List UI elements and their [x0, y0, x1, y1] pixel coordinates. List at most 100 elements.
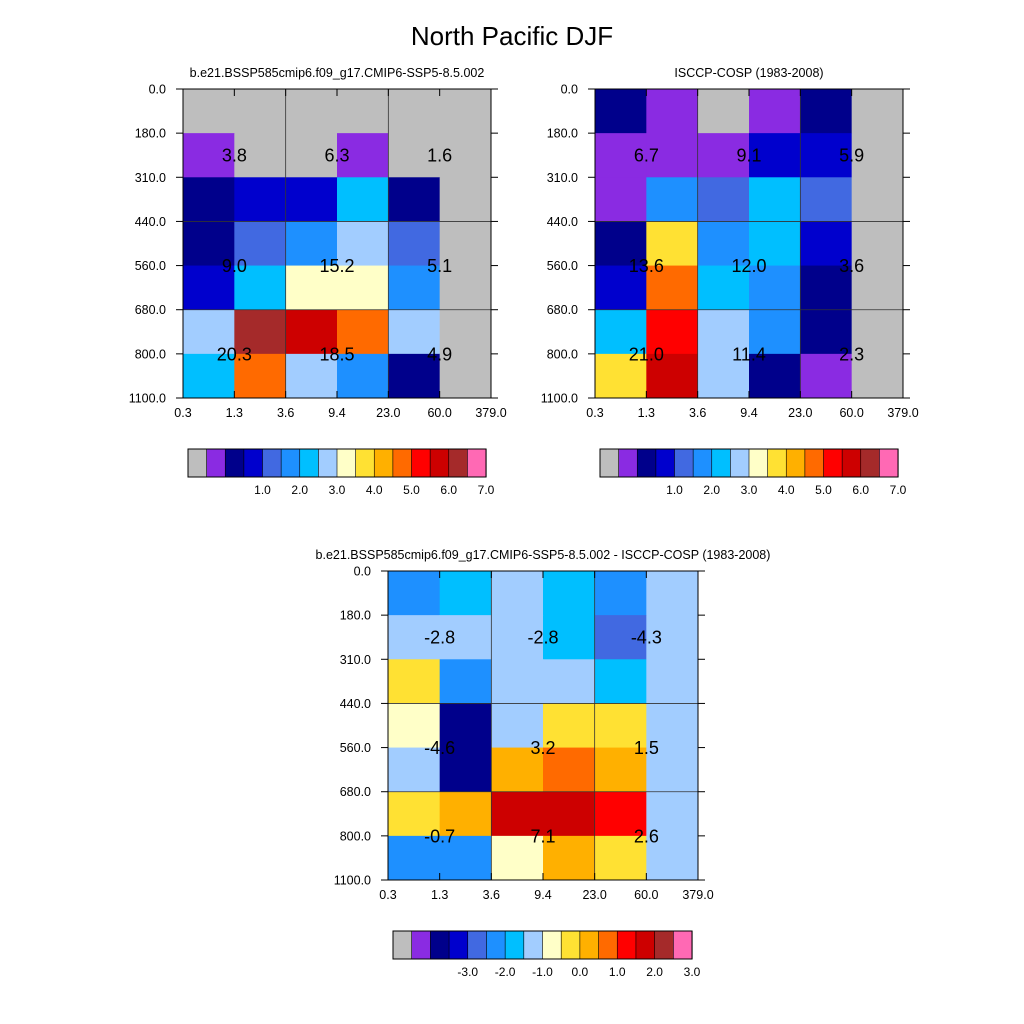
panels: b.e21.BSSP585cmip6.f09_g17.CMIP6-SSP5-8.…: [129, 66, 919, 979]
colorbar-frame: [187, 448, 487, 478]
colorbar-swatch: [429, 448, 450, 478]
y-tick-label: 1100.0: [334, 874, 371, 888]
heatmap-cell: [851, 221, 904, 266]
y-tick-label: 440.0: [340, 697, 371, 711]
heatmap-cell: [337, 265, 389, 311]
heatmap-cell: [439, 353, 492, 399]
colorbar-swatch: [673, 930, 693, 960]
x-tick-label: 9.4: [534, 888, 551, 902]
heatmap-cell: [183, 309, 235, 355]
colorbar-swatch: [748, 448, 769, 478]
data-label: 21.0: [629, 344, 664, 364]
panel-1: b.e21.BSSP585cmip6.f09_g17.CMIP6-SSP5-8.…: [129, 66, 507, 497]
heatmap-cell: [749, 177, 801, 222]
heatmap-cell: [337, 353, 389, 399]
colorbar-swatch: [823, 448, 843, 478]
heatmap-cell: [594, 703, 647, 748]
heatmap-cell: [285, 133, 338, 178]
heatmap-cell: [594, 659, 647, 704]
heatmap-cell: [285, 221, 338, 266]
colorbar-swatch: [206, 448, 226, 478]
heatmap-cell: [749, 221, 801, 266]
heatmap-cell: [646, 133, 699, 178]
heatmap-cell: [439, 89, 492, 134]
y-tick-label: 180.0: [340, 609, 371, 623]
colorbar-swatch: [336, 448, 357, 478]
data-label: 6.3: [324, 146, 349, 166]
heatmap-cell: [749, 133, 801, 178]
heatmap-cell: [851, 89, 904, 134]
heatmap-cell: [491, 703, 544, 748]
heatmap-cell: [749, 353, 801, 399]
panel-title: b.e21.BSSP585cmip6.f09_g17.CMIP6-SSP5-8.…: [190, 66, 485, 80]
heatmap-cell: [491, 571, 544, 616]
heatmap-cell: [543, 703, 596, 748]
heatmap-cell: [234, 177, 287, 222]
colorbar-swatch: [448, 448, 468, 478]
heatmap-cell: [234, 133, 287, 178]
figure-title: North Pacific DJF: [411, 21, 613, 51]
heatmap-cell: [183, 265, 235, 311]
colorbar-label: 3.0: [329, 483, 346, 497]
heatmap-cell: [183, 353, 235, 399]
data-label: 11.4: [732, 344, 766, 364]
x-tick-label: 23.0: [788, 406, 812, 420]
heatmap-cell: [388, 177, 441, 222]
x-tick-label: 0.3: [586, 406, 603, 420]
heatmap-cell: [285, 353, 338, 399]
heatmap-cell: [234, 353, 287, 399]
heatmap-cell: [439, 177, 492, 222]
heatmap-cell: [851, 177, 904, 222]
x-tick-label: 23.0: [582, 888, 606, 902]
colorbar-swatch: [785, 448, 806, 478]
y-tick-label: 310.0: [547, 171, 578, 185]
heatmap-cell: [646, 835, 699, 881]
colorbar-swatch: [598, 930, 618, 960]
y-tick-label: 180.0: [135, 127, 166, 141]
x-tick-label: 9.4: [740, 406, 757, 420]
x-tick-label: 379.0: [682, 888, 713, 902]
heatmap-cell: [800, 309, 853, 355]
heatmap-cell: [697, 265, 750, 311]
heatmap-cell: [595, 133, 647, 178]
colorbar-label: 5.0: [815, 483, 832, 497]
x-tick-label: 0.3: [379, 888, 396, 902]
heatmap-cell: [388, 747, 441, 793]
heatmap-cell: [388, 353, 441, 399]
heatmap-cell: [388, 791, 441, 837]
data-label: 2.3: [839, 344, 864, 364]
x-tick-label: 60.0: [634, 888, 658, 902]
heatmap-cell: [388, 89, 441, 134]
y-tick-label: 0.0: [561, 83, 578, 97]
heatmap-cell: [439, 221, 492, 266]
data-label: 15.2: [319, 256, 354, 276]
panel-title: ISCCP-COSP (1983-2008): [674, 66, 823, 80]
colorbar-label: 2.0: [646, 965, 663, 979]
heatmap-cell: [697, 177, 750, 222]
colorbar-swatch: [187, 448, 208, 478]
colorbar-label: 1.0: [609, 965, 626, 979]
data-label: 7.1: [530, 826, 555, 846]
data-label: -4.3: [631, 628, 662, 648]
y-tick-label: 800.0: [340, 829, 371, 843]
data-label: 20.3: [217, 344, 252, 364]
colorbar-swatch: [318, 448, 338, 478]
colorbar-swatch: [280, 448, 301, 478]
heatmap-cell: [439, 747, 492, 793]
heatmap-cell: [594, 791, 647, 837]
colorbar-swatch: [411, 930, 431, 960]
heatmap-cell: [439, 571, 492, 616]
panel-2: ISCCP-COSP (1983-2008) 0.3 1.3 3.6 9.4 23.0 60…: [541, 66, 919, 497]
x-tick-label: 379.0: [887, 406, 918, 420]
colorbar-swatch: [636, 448, 657, 478]
heatmap-cell: [697, 309, 750, 355]
heatmap-cell: [234, 309, 287, 355]
heatmap-cell: [234, 89, 287, 134]
heatmap-cell: [388, 309, 441, 355]
heatmap-cell: [697, 89, 750, 134]
heatmap-cell: [543, 615, 596, 660]
colorbar-label: 0.0: [572, 965, 589, 979]
y-tick-label: 680.0: [340, 785, 371, 799]
heatmap-cell: [491, 747, 544, 793]
heatmap-cell: [646, 309, 699, 355]
